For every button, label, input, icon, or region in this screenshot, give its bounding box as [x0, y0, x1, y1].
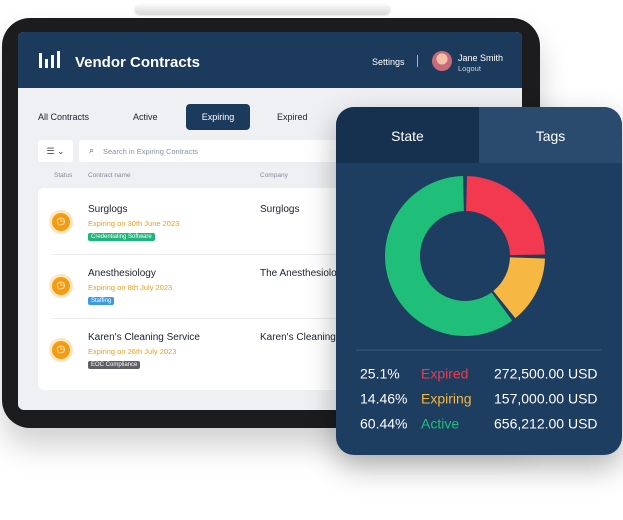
row-divider [52, 318, 368, 319]
tab[interactable]: Expired [277, 112, 308, 122]
divider [417, 55, 418, 67]
search-placeholder: Search in Expiring Contracts [103, 147, 199, 156]
contract-name[interactable]: Karen's Cleaning Service [88, 332, 200, 343]
tab[interactable]: All Contracts [38, 112, 90, 122]
settings-link[interactable]: Settings [372, 57, 405, 67]
tag: EOC Compliance [88, 361, 141, 369]
state-label: Active [421, 416, 459, 432]
panel-tab-label: Tags [535, 128, 566, 144]
donut-slice [493, 257, 545, 319]
panel-tab-label: State [391, 128, 424, 144]
percent-label: 14.46% [360, 391, 407, 407]
row-divider [52, 254, 368, 255]
expiry-date: Expiring on 30th June 2023 [88, 219, 180, 228]
expiry-date: Expiring on 8th July 2023 [88, 283, 173, 292]
search-box[interactable]: ⌕ Search in Expiring Contracts [79, 140, 369, 162]
state-panel: State Tags 25.1% Expired 272,500.00 USD 14.… [336, 107, 622, 455]
logo [39, 51, 60, 68]
tab[interactable]: Expiring [186, 104, 250, 130]
state-label: Expiring [421, 391, 472, 407]
logout-link[interactable]: Logout [458, 64, 481, 73]
filter-button[interactable]: ☰ ⌄ [38, 140, 73, 162]
percent-label: 60.44% [360, 416, 407, 432]
status-icon: ◷ [52, 277, 70, 295]
column-header: Company [260, 172, 288, 179]
amount-label: 272,500.00 USD [494, 366, 598, 382]
status-icon: ◷ [52, 341, 70, 359]
tag: Credentialing Software [88, 233, 155, 241]
panel-tab[interactable] [336, 107, 479, 163]
user-name: Jane Smith [458, 53, 504, 63]
tab[interactable]: Active [133, 112, 158, 122]
column-header: Contract name [88, 172, 131, 179]
state-label: Expired [421, 366, 468, 382]
column-header: Status [54, 172, 73, 179]
donut-slice [385, 176, 513, 336]
status-icon: ◷ [52, 213, 70, 231]
contract-name[interactable]: Anesthesiology [88, 268, 156, 279]
avatar[interactable] [432, 51, 452, 71]
pencil [135, 4, 390, 14]
app-title: Vendor Contracts [75, 54, 201, 71]
donut-chart: 25.1% Expired 272,500.00 USD 14.46% Expiring… [356, 176, 602, 432]
search-icon: ⌕ [89, 145, 95, 155]
amount-label: 157,000.00 USD [494, 391, 598, 407]
donut-slice [466, 176, 545, 256]
tag: Staffing [88, 297, 115, 305]
contract-name[interactable]: Surglogs [88, 204, 128, 215]
company-name: The Anesthesiolo [260, 268, 337, 279]
contracts-table: ◷ Surglogs Expiring on 30th June 2023 Crede… [38, 188, 368, 390]
panel-tab[interactable] [479, 107, 622, 163]
expiry-date: Expiring on 26th July 2023 [88, 347, 177, 356]
company-name: Karen's Cleaning [260, 332, 336, 343]
amount-label: 656,212.00 USD [494, 416, 598, 432]
percent-label: 25.1% [360, 366, 400, 382]
company-name: Surglogs [260, 204, 300, 215]
